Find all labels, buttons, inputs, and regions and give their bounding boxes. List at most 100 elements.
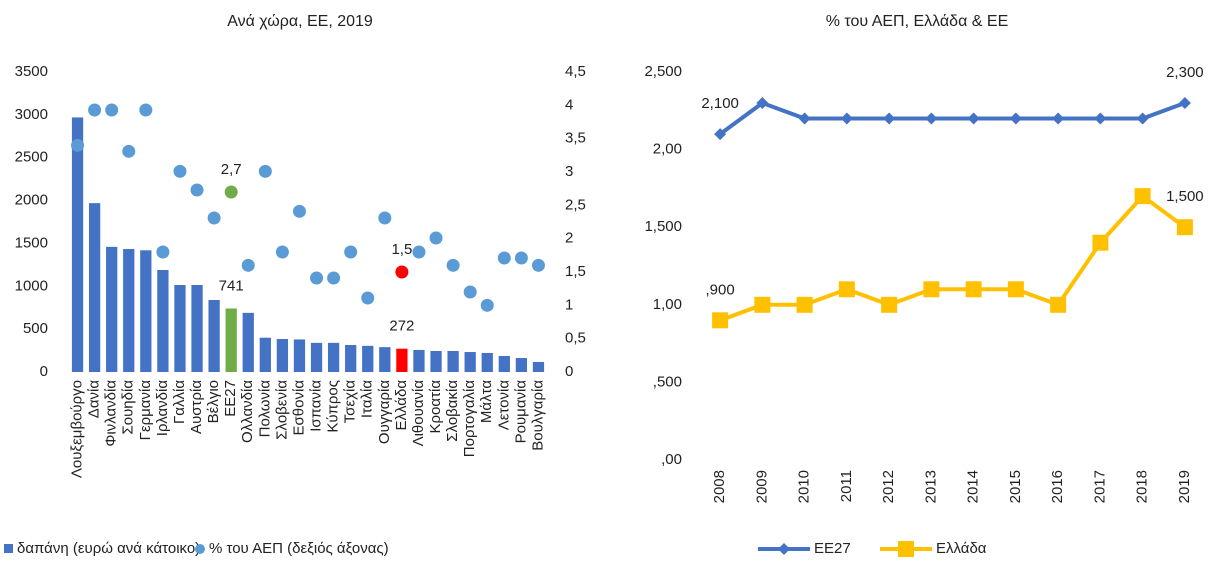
dot bbox=[190, 183, 204, 197]
bar bbox=[293, 339, 306, 372]
bar bbox=[396, 348, 408, 372]
x-tick-label: ΕΕ27 bbox=[222, 380, 239, 417]
x-tick-label: Πολωνία bbox=[256, 380, 273, 438]
y2-tick-label: 2,5 bbox=[565, 196, 586, 213]
x-tick-label: Ιταλία bbox=[359, 380, 376, 418]
x-tick-label: 2016 bbox=[1049, 470, 1066, 503]
x-tick-label: Λιθουανία bbox=[410, 380, 427, 447]
x-tick-label: Ρουμανία bbox=[512, 380, 529, 444]
y2-tick-label: 4,5 bbox=[565, 63, 586, 80]
dot bbox=[327, 271, 341, 285]
line bbox=[718, 101, 1186, 136]
line bbox=[719, 194, 1187, 323]
x-tick-label: 2009 bbox=[753, 470, 770, 503]
marker bbox=[754, 296, 771, 313]
marker bbox=[965, 281, 982, 298]
y-tick-label: 2500 bbox=[15, 149, 48, 166]
x-tick-label: 2012 bbox=[880, 470, 897, 503]
dot bbox=[412, 245, 426, 259]
data-label: 2,100 bbox=[701, 95, 739, 112]
legend-marker bbox=[898, 541, 914, 557]
marker bbox=[838, 281, 855, 298]
x-tick-label: 2014 bbox=[965, 470, 982, 503]
bar bbox=[123, 249, 135, 372]
legend-swatch bbox=[4, 544, 13, 553]
bar bbox=[515, 358, 528, 372]
x-tick-label: Ουγγαρία bbox=[376, 380, 393, 444]
bar bbox=[259, 337, 271, 372]
dot bbox=[446, 258, 460, 272]
marker bbox=[1136, 112, 1149, 125]
y-tick-label: 1,00 bbox=[653, 296, 682, 313]
dot bbox=[105, 103, 119, 117]
bar bbox=[310, 342, 323, 372]
bar bbox=[362, 345, 374, 372]
legend-label: Ελλάδα bbox=[936, 540, 987, 557]
marker bbox=[1050, 296, 1067, 313]
data-label: 1,5 bbox=[391, 241, 412, 258]
marker bbox=[756, 97, 769, 110]
y-tick-label: 1500 bbox=[15, 234, 48, 251]
y2-tick-label: 3,5 bbox=[565, 130, 586, 147]
data-label: 741 bbox=[219, 277, 244, 294]
x-tick-label: Τσεχία bbox=[342, 380, 359, 424]
x-tick-label: Σλοβενία bbox=[273, 380, 290, 440]
data-label: 1,500 bbox=[1166, 188, 1204, 205]
bar bbox=[242, 312, 254, 372]
bar bbox=[276, 339, 289, 372]
y-tick-label: 500 bbox=[23, 320, 48, 337]
legend-label: % του ΑΕΠ (δεξιός άξονας) bbox=[209, 540, 389, 557]
x-tick-label: Λετονία bbox=[495, 380, 512, 431]
y2-tick-label: 2 bbox=[565, 230, 573, 247]
bar bbox=[208, 300, 220, 372]
x-tick-label: Μάλτα bbox=[478, 380, 495, 423]
dot bbox=[122, 144, 136, 158]
marker bbox=[925, 112, 938, 125]
dot bbox=[71, 138, 85, 152]
bar bbox=[88, 203, 101, 372]
dot bbox=[224, 185, 238, 199]
y2-tick-label: 0,5 bbox=[565, 330, 586, 347]
y-tick-label: 2,00 bbox=[653, 141, 682, 158]
marker bbox=[1176, 219, 1193, 236]
y-tick-label: 2000 bbox=[15, 192, 48, 209]
x-tick-label: Γαλλία bbox=[171, 380, 188, 424]
dot bbox=[207, 211, 221, 225]
dot bbox=[275, 245, 289, 259]
y2-tick-label: 3 bbox=[565, 163, 573, 180]
bar bbox=[532, 361, 545, 372]
y-tick-label: 3500 bbox=[15, 63, 48, 80]
dot bbox=[292, 204, 306, 218]
dot bbox=[531, 258, 545, 272]
y-tick-label: ,500 bbox=[653, 373, 682, 390]
y-tick-label: 3000 bbox=[15, 106, 48, 123]
marker bbox=[883, 112, 896, 125]
marker bbox=[714, 128, 727, 141]
y2-tick-label: 4 bbox=[565, 96, 573, 113]
marker bbox=[1094, 112, 1107, 125]
dot bbox=[361, 291, 375, 305]
data-label: 2,300 bbox=[1166, 64, 1204, 81]
y2-tick-label: 1,5 bbox=[565, 263, 586, 280]
bar bbox=[140, 250, 152, 372]
x-tick-label: Ολλανδία bbox=[239, 380, 256, 443]
bar bbox=[430, 351, 442, 372]
legend-swatch bbox=[195, 544, 205, 554]
x-tick-label: Βέλγιο bbox=[205, 380, 222, 423]
x-tick-label: Βουλγαρία bbox=[529, 380, 546, 451]
marker bbox=[1134, 188, 1151, 205]
y-tick-label: 2,500 bbox=[644, 63, 682, 80]
x-tick-label: Σλοβακία bbox=[444, 380, 461, 442]
x-tick-label: Λουξεμβούργο bbox=[69, 380, 86, 478]
marker bbox=[798, 112, 811, 125]
dot bbox=[139, 103, 153, 117]
x-tick-label: Σουηδία bbox=[120, 380, 137, 435]
dot bbox=[395, 265, 409, 279]
bar bbox=[447, 351, 459, 372]
dot bbox=[463, 285, 477, 299]
bar bbox=[498, 355, 510, 372]
x-tick-label: 2011 bbox=[838, 470, 855, 502]
dot bbox=[497, 251, 511, 265]
chart-title: Ανά χώρα, ΕΕ, 2019 bbox=[227, 13, 373, 30]
